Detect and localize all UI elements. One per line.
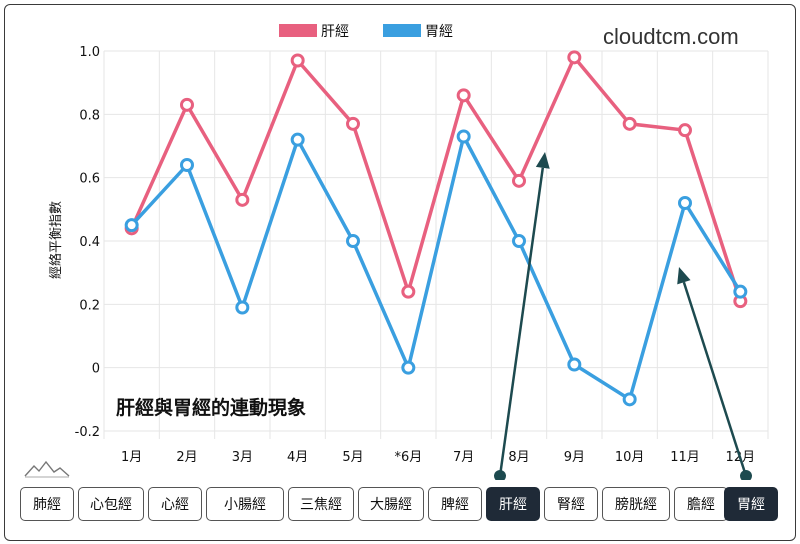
annotation-arrows — [494, 152, 752, 480]
data-point[interactable] — [622, 392, 637, 407]
series-line — [130, 55, 742, 302]
series — [124, 50, 748, 407]
meridian-button[interactable]: 小腸經 — [206, 487, 284, 521]
data-point[interactable] — [733, 284, 748, 299]
x-tick-label: 9月 — [564, 450, 585, 465]
meridian-button[interactable]: 大腸經 — [358, 487, 424, 521]
data-point[interactable] — [346, 116, 360, 131]
series-line — [130, 134, 742, 402]
y-tick-label: -0.2 — [75, 425, 100, 440]
data-point[interactable] — [678, 123, 692, 138]
meridian-button[interactable]: 膽經 — [674, 487, 728, 521]
data-point[interactable] — [290, 53, 305, 68]
data-point[interactable] — [678, 196, 692, 210]
meridian-button[interactable]: 膀胱經 — [602, 487, 670, 521]
arrow-head — [535, 152, 550, 169]
annotation-arrow — [494, 152, 550, 480]
meridian-button[interactable]: 胃經 — [724, 487, 778, 521]
line-chart: 1.0 0.8 0.6 0.4 0.2 0 -0.2 1月 2月 3月 4月 5月 *6月 7月 8月 9月… — [48, 24, 769, 480]
y-tick-label: 0.2 — [79, 298, 100, 313]
meridian-button[interactable]: 心經 — [148, 487, 202, 521]
data-point[interactable] — [456, 88, 471, 103]
y-tick-label: 1.0 — [79, 45, 100, 60]
meridian-button[interactable]: 三焦經 — [288, 487, 354, 521]
legend-swatch — [383, 24, 421, 37]
data-point[interactable] — [124, 218, 139, 233]
series-group — [124, 50, 748, 309]
y-axis-ticks: 1.0 0.8 0.6 0.4 0.2 0 -0.2 — [75, 45, 100, 440]
arrow-shaft — [682, 281, 748, 477]
data-point[interactable] — [567, 357, 582, 372]
data-point[interactable] — [180, 158, 194, 172]
y-tick-label: 0.6 — [79, 172, 100, 187]
meridian-button[interactable]: 腎經 — [544, 487, 598, 521]
data-point[interactable] — [622, 116, 637, 131]
annotation-text: 肝經與胃經的連動現象 — [116, 396, 306, 419]
x-tick-label: 5月 — [342, 450, 363, 465]
data-point[interactable] — [346, 234, 360, 248]
x-tick-label: *6月 — [394, 450, 422, 465]
data-point[interactable] — [456, 129, 471, 144]
data-point[interactable] — [180, 97, 194, 112]
data-point[interactable] — [235, 192, 250, 207]
series-group — [124, 129, 748, 407]
arrow-head — [677, 267, 691, 285]
data-point[interactable] — [567, 50, 582, 65]
legend[interactable]: 肝經 胃經 — [279, 24, 453, 40]
annotation-arrow — [677, 267, 752, 480]
meridian-button[interactable]: 肝經 — [486, 487, 540, 521]
data-point[interactable] — [235, 300, 250, 315]
meridian-button[interactable]: 心包經 — [78, 487, 144, 521]
mountain-line-icon — [24, 460, 70, 478]
x-tick-label: 1月 — [121, 450, 142, 465]
meridian-button[interactable]: 脾經 — [428, 487, 482, 521]
x-tick-label: 2月 — [176, 450, 197, 465]
data-point[interactable] — [512, 234, 526, 248]
x-tick-label: 7月 — [453, 450, 474, 465]
legend-swatch — [279, 24, 317, 37]
brand-watermark: cloudtcm.com — [603, 24, 739, 49]
legend-item[interactable]: 胃經 — [383, 24, 453, 40]
arrow-shaft — [498, 167, 545, 477]
x-tick-label: 3月 — [232, 450, 253, 465]
y-axis-label: 經絡平衡指數 — [48, 201, 64, 279]
data-point[interactable] — [290, 132, 305, 147]
x-tick-label: 11月 — [670, 450, 700, 465]
data-point[interactable] — [401, 360, 416, 375]
x-tick-label: 8月 — [508, 450, 529, 465]
data-point[interactable] — [401, 284, 416, 299]
x-tick-label: 4月 — [287, 450, 308, 465]
y-tick-label: 0.8 — [79, 108, 100, 123]
legend-label: 肝經 — [321, 24, 349, 40]
y-tick-label: 0 — [92, 362, 100, 377]
legend-item[interactable]: 肝經 — [279, 24, 349, 40]
legend-label: 胃經 — [425, 24, 453, 40]
meridian-button[interactable]: 肺經 — [20, 487, 74, 521]
data-point[interactable] — [512, 173, 526, 188]
x-tick-label: 10月 — [615, 450, 645, 465]
y-tick-label: 0.4 — [79, 235, 100, 250]
